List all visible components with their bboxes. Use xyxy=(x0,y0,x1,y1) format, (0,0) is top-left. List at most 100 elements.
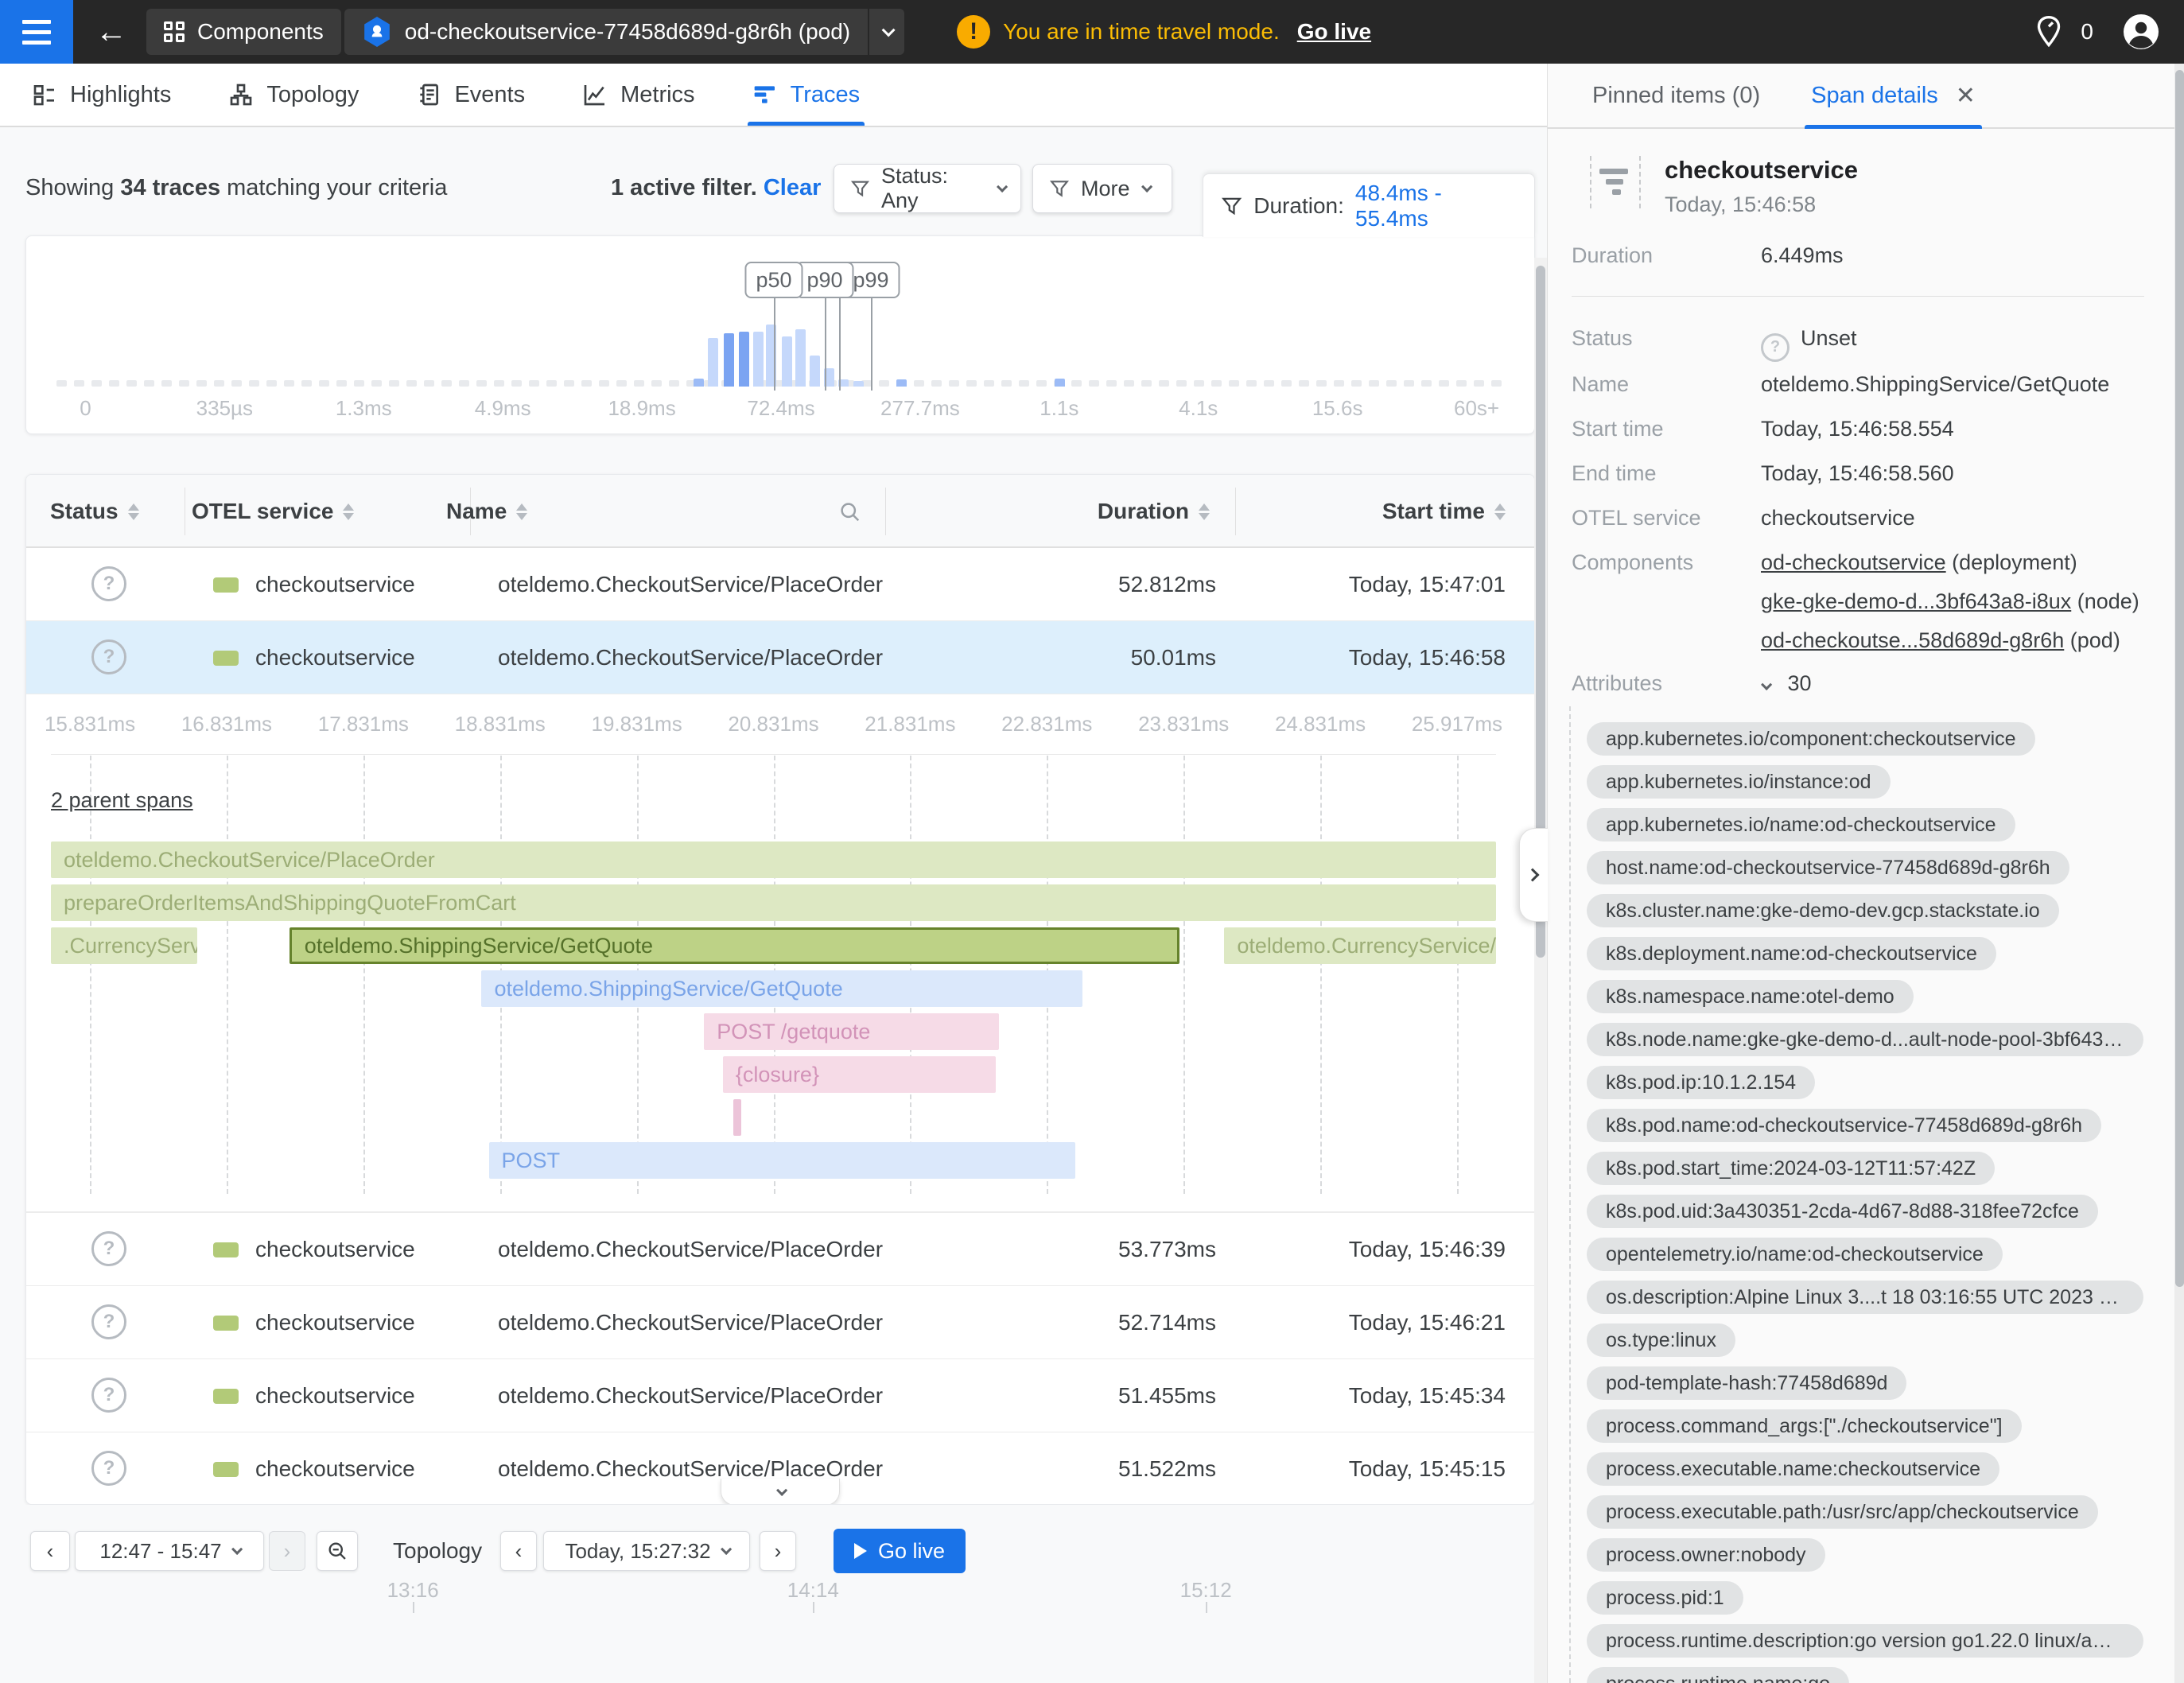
table-row[interactable]: ? checkoutservice oteldemo.CheckoutServi… xyxy=(26,548,1534,621)
attribute-chip[interactable]: process.runtime.name:go xyxy=(1587,1667,1850,1683)
tab-topology[interactable]: Topology xyxy=(228,64,359,126)
span-bar[interactable]: oteldemo.CurrencyService/Co xyxy=(1224,927,1496,964)
duration-histogram[interactable]: 0 335µs 1.3ms 4.9ms 18.9ms 72.4ms 277.7ms 1.1s 4… xyxy=(25,235,1535,434)
table-row[interactable]: ? checkoutservice oteldemo.CheckoutServi… xyxy=(26,1359,1534,1432)
histogram-bar[interactable] xyxy=(766,325,776,387)
entity-dropdown-button[interactable] xyxy=(869,9,905,55)
attribute-chip[interactable]: host.name:od-checkoutservice-77458d689d-… xyxy=(1587,851,2069,884)
range-back-button[interactable]: ‹ xyxy=(30,1531,70,1571)
pin-icon[interactable] xyxy=(2033,14,2065,49)
attribute-chip[interactable]: k8s.pod.ip:10.1.2.154 xyxy=(1587,1066,1816,1099)
tab-events[interactable]: Events xyxy=(416,64,525,126)
histogram-bar[interactable] xyxy=(753,332,764,387)
col-otel-service[interactable]: OTEL service xyxy=(192,475,355,548)
span-bar[interactable]: POST /getquote xyxy=(704,1013,999,1050)
attributes-toggle[interactable]: 30 xyxy=(1761,671,1812,696)
span-bar[interactable]: oteldemo.CheckoutService/PlaceOrder xyxy=(51,842,1496,878)
span-bar[interactable]: POST xyxy=(488,1142,1076,1179)
span-bar[interactable]: oteldemo.ShippingService/GetQuote xyxy=(481,970,1083,1007)
attribute-chip[interactable]: process.executable.name:checkoutservice xyxy=(1587,1452,2000,1486)
histogram-bar[interactable] xyxy=(739,332,749,387)
zoom-out-button[interactable] xyxy=(317,1531,358,1571)
attribute-chip[interactable]: k8s.namespace.name:otel-demo xyxy=(1587,980,1914,1013)
attribute-chip[interactable]: k8s.node.name:gke-gke-demo-d...ault-node… xyxy=(1587,1023,2143,1056)
status-filter-button[interactable]: Status: Any xyxy=(834,164,1021,213)
component-link-line[interactable]: gke-gke-demo-d...3bf643a8-i8ux (node) xyxy=(1761,589,2139,613)
more-filters-button[interactable]: More xyxy=(1032,164,1172,213)
span-bar[interactable]: oteldemo.ShippingService/GetQuote xyxy=(289,927,1180,964)
time-select[interactable]: Today, 15:27:32 xyxy=(543,1531,750,1571)
attribute-chip[interactable]: k8s.pod.start_time:2024-03-12T11:57:42Z xyxy=(1587,1152,1996,1185)
attribute-chip[interactable]: pod-template-hash:77458d689d xyxy=(1587,1366,1907,1400)
attribute-chip[interactable]: os.type:linux xyxy=(1587,1323,1735,1357)
percentile-marker[interactable]: p50 xyxy=(744,262,803,298)
col-start-time[interactable]: Start time xyxy=(1382,475,1506,548)
attribute-chip[interactable]: k8s.pod.uid:3a430351-2cda-4d67-8d88-318f… xyxy=(1587,1195,2098,1228)
attribute-chip[interactable]: app.kubernetes.io/component:checkoutserv… xyxy=(1587,722,2035,756)
col-name[interactable]: Name xyxy=(446,475,528,548)
breadcrumb[interactable]: Components xyxy=(146,9,341,55)
tab-traces[interactable]: Traces xyxy=(747,64,865,126)
panel-expand-handle[interactable] xyxy=(1519,828,1548,922)
table-row[interactable]: ? checkoutservice oteldemo.CheckoutServi… xyxy=(26,1286,1534,1359)
attribute-chip[interactable]: opentelemetry.io/name:od-checkoutservice xyxy=(1587,1238,2003,1271)
name-search-button[interactable] xyxy=(837,475,861,548)
histogram-bar[interactable] xyxy=(795,329,806,387)
histogram-bar[interactable] xyxy=(694,379,704,387)
parent-spans-link[interactable]: 2 parent spans xyxy=(51,788,193,812)
user-avatar[interactable] xyxy=(2122,13,2160,51)
hamburger-menu-button[interactable] xyxy=(0,0,73,64)
entity-selector[interactable]: od-checkoutservice-77458d689d-g8r6h (pod… xyxy=(344,9,869,55)
span-bar[interactable]: {closure} xyxy=(722,1056,997,1093)
time-back-button[interactable]: ‹ xyxy=(500,1531,537,1571)
end-time-link[interactable]: Today, 15:46:58.560 xyxy=(1761,461,1954,485)
attribute-chip[interactable]: app.kubernetes.io/instance:od xyxy=(1587,765,1891,799)
attribute-chip[interactable]: process.owner:nobody xyxy=(1587,1538,1825,1572)
clear-filters-link[interactable]: Clear xyxy=(763,175,822,200)
histogram-bar[interactable] xyxy=(896,379,907,387)
span-bar[interactable]: .CurrencyServ... xyxy=(51,927,197,964)
attribute-chip[interactable]: process.executable.path:/usr/src/app/che… xyxy=(1587,1495,2098,1529)
span-bar[interactable]: prepareOrderItemsAndShippingQuoteFromCar… xyxy=(51,884,1496,921)
attribute-chip[interactable]: os.description:Alpine Linux 3....t 18 03… xyxy=(1587,1281,2143,1314)
attribute-chip[interactable]: process.command_args:["./checkoutservice… xyxy=(1587,1409,2022,1443)
go-live-link[interactable]: Go live xyxy=(1296,19,1372,44)
main-scrollbar[interactable] xyxy=(1534,258,1547,1683)
component-link-line[interactable]: od-checkoutservice (deployment) xyxy=(1761,550,2077,574)
attribute-chip[interactable]: app.kubernetes.io/name:od-checkoutservic… xyxy=(1587,808,2015,842)
histogram-bar[interactable] xyxy=(708,338,718,387)
attribute-chip[interactable]: process.runtime.description:go version g… xyxy=(1587,1624,2143,1658)
col-status[interactable]: Status xyxy=(50,475,139,548)
tab-pinned-items[interactable]: Pinned items (0) xyxy=(1592,82,1761,108)
panel-scrollbar[interactable] xyxy=(2174,64,2184,1683)
histogram-bar[interactable] xyxy=(853,381,864,387)
tab-metrics[interactable]: Metrics xyxy=(582,64,695,126)
close-icon[interactable]: ✕ xyxy=(1955,82,1976,109)
histogram-bar[interactable] xyxy=(838,379,849,387)
attribute-chip[interactable]: k8s.pod.name:od-checkoutservice-77458d68… xyxy=(1587,1109,2101,1142)
histogram-bar[interactable] xyxy=(810,356,820,387)
table-row[interactable]: ? checkoutservice oteldemo.CheckoutServi… xyxy=(26,621,1534,694)
attribute-chip[interactable]: k8s.cluster.name:gke-demo-dev.gcp.stacks… xyxy=(1587,894,2059,927)
col-duration[interactable]: Duration xyxy=(1098,475,1210,548)
histogram-bar[interactable] xyxy=(724,333,734,387)
tab-highlights[interactable]: Highlights xyxy=(32,64,171,126)
histogram-bar[interactable] xyxy=(824,368,834,387)
collapse-waterfall-button[interactable] xyxy=(721,1479,840,1504)
tab-span-details[interactable]: Span details ✕ xyxy=(1805,64,1982,129)
go-live-button[interactable]: Go live xyxy=(834,1529,966,1573)
attribute-chip[interactable]: k8s.deployment.name:od-checkoutservice xyxy=(1587,937,1996,970)
component-link-line[interactable]: od-checkoutse...58d689d-g8r6h (pod) xyxy=(1761,628,2120,652)
histogram-bar[interactable] xyxy=(782,336,792,387)
range-forward-button[interactable]: › xyxy=(269,1531,305,1571)
back-button[interactable]: ← xyxy=(95,14,127,49)
duration-filter-chip[interactable]: Duration: 48.4ms - 55.4ms xyxy=(1203,173,1535,237)
histogram-bar[interactable] xyxy=(1055,379,1065,387)
time-forward-button[interactable]: › xyxy=(760,1531,796,1571)
span-bar[interactable] xyxy=(733,1099,741,1136)
attribute-chip[interactable]: process.pid:1 xyxy=(1587,1581,1743,1615)
percentile-marker[interactable]: p90 xyxy=(795,262,854,298)
start-time-link[interactable]: Today, 15:46:58.554 xyxy=(1761,417,1954,441)
time-range-select[interactable]: 12:47 - 15:47 xyxy=(75,1531,264,1571)
table-row[interactable]: ? checkoutservice oteldemo.CheckoutServi… xyxy=(26,1213,1534,1286)
